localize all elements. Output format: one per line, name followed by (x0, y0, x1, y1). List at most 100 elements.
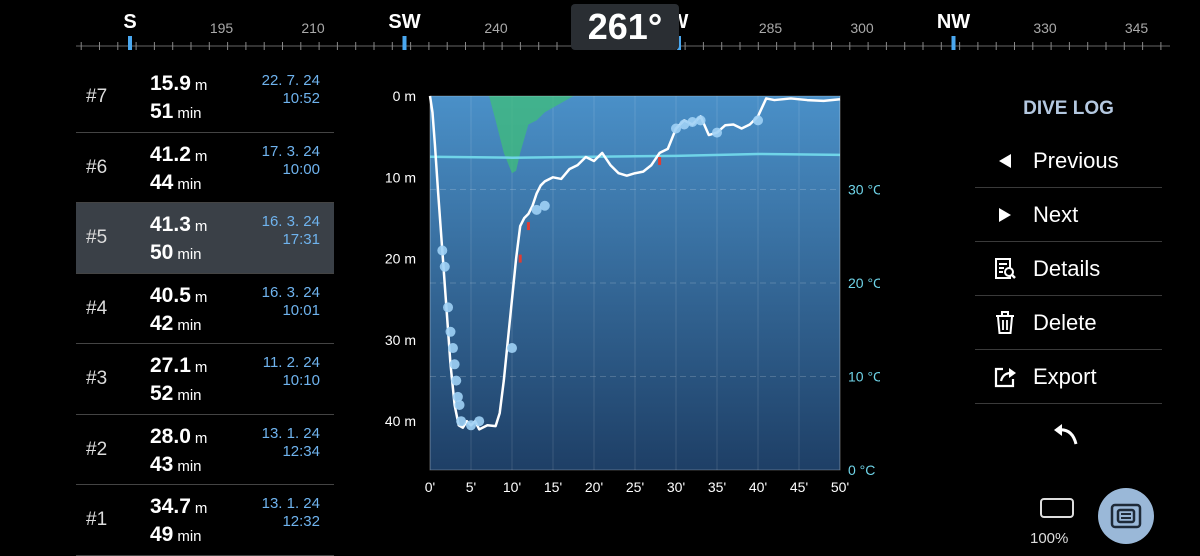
back-button[interactable] (1050, 422, 1082, 450)
duration-unit: min (177, 528, 202, 545)
dive-list-item[interactable]: #4 40.5 m 42 min 16. 3. 24 10:01 (76, 274, 334, 344)
back-arrow-icon (1054, 424, 1078, 445)
depth-marker (679, 119, 690, 130)
depth-marker (753, 115, 763, 126)
details-button[interactable]: Details (975, 242, 1162, 296)
heading-readout: 261° (571, 4, 679, 50)
depth-tick-label: 40 m (385, 413, 416, 429)
dive-number: #3 (86, 368, 108, 389)
depth-value: 41.3 (150, 213, 191, 236)
depth-marker (695, 115, 706, 126)
dive-max-depth: 40.5 m (150, 284, 207, 308)
battery-percent: 100% (1030, 530, 1069, 547)
depth-tick-label: 0 m (393, 88, 416, 104)
depth-value: 27.1 (150, 354, 191, 377)
depth-marker (449, 359, 460, 370)
dive-date: 16. 3. 24 (261, 283, 320, 301)
dive-list-item[interactable]: #7 15.9 m 51 min 22. 7. 24 10:52 (76, 62, 334, 133)
triangle-left-icon (991, 153, 1019, 169)
previous-button[interactable]: Previous (975, 134, 1162, 188)
temperature-line (429, 152, 841, 159)
next-button[interactable]: Next (975, 188, 1162, 242)
temp-tick-label: 20 °C (848, 275, 880, 291)
battery-icon (1040, 498, 1074, 518)
depth-unit: m (194, 288, 208, 306)
dive-list-item[interactable]: #1 34.7 m 49 min 13. 1. 24 12:32 (76, 485, 334, 556)
dive-list-item[interactable]: #3 27.1 m 52 min 11. 2. 24 10:10 (76, 344, 334, 415)
dive-number: #4 (86, 297, 108, 319)
depth-unit: m (194, 429, 208, 447)
duration-value: 42 (150, 311, 174, 335)
dive-clock: 10:52 (282, 90, 320, 107)
dive-clock: 10:00 (282, 160, 320, 178)
depth-tick-label: 10 m (385, 169, 416, 185)
dive-number: #5 (86, 227, 108, 248)
depth-marker (456, 416, 467, 427)
depth-value: 40.5 (150, 283, 191, 307)
compass-degree-label: 195 (210, 20, 234, 36)
x-tick-label: 30' (667, 479, 685, 495)
duration-unit: min (177, 105, 202, 122)
duration-value: 51 (150, 100, 174, 123)
duration-unit: min (177, 316, 202, 334)
dive-max-depth: 28.0 m (150, 425, 207, 449)
duration-value: 52 (150, 382, 174, 405)
dive-profile-chart: 0' 5' 10' 15' 20' 25' 30' 35' 40' 45' 50' 0 m 10 m 20… (360, 80, 883, 515)
duration-unit: min (177, 246, 202, 263)
compass-cardinal-marker (128, 36, 132, 50)
compass-strip: S SW W NW 195 210 240 285 300 330 345 261° (0, 0, 1200, 62)
duration-unit: min (177, 457, 202, 475)
depth-marker (712, 127, 722, 138)
dive-duration: 44 min (150, 171, 202, 195)
temp-tick-label: 10 °C (848, 369, 880, 385)
depth-marker (539, 200, 550, 211)
depth-unit: m (194, 218, 208, 235)
duration-unit: min (177, 175, 202, 193)
dive-max-depth: 34.7 m (150, 495, 207, 519)
delete-button[interactable]: Delete (975, 296, 1162, 350)
dive-list-item[interactable]: #5 41.3 m 50 min 16. 3. 24 17:31 (76, 203, 334, 274)
depth-marker (474, 416, 485, 427)
dive-number: #1 (86, 509, 108, 530)
triangle-right-icon (991, 207, 1019, 223)
compass-cardinal-label: SW (388, 11, 420, 33)
dive-list-item[interactable]: #2 28.0 m 43 min 13. 1. 24 12:34 (76, 415, 334, 485)
dive-date: 13. 1. 24 (261, 424, 320, 442)
x-tick-label: 10' (503, 479, 521, 495)
dive-clock: 10:01 (282, 301, 320, 319)
compass-degree-label: 300 (850, 20, 874, 36)
x-tick-label: 0' (425, 479, 435, 495)
temp-tick-label: 30 °C (848, 182, 880, 198)
dive-date: 13. 1. 24 (261, 495, 320, 512)
previous-label: Previous (1033, 147, 1119, 173)
dive-list-item[interactable]: #6 41.2 m 44 min 17. 3. 24 10:00 (76, 133, 334, 203)
depth-value: 15.9 (150, 72, 191, 95)
x-tick-label: 20' (585, 479, 603, 495)
dive-date: 22. 7. 24 (261, 72, 320, 89)
export-icon (991, 365, 1019, 389)
dive-clock: 10:10 (282, 372, 320, 389)
depth-marker (466, 420, 476, 431)
dive-date: 11. 2. 24 (262, 354, 320, 371)
duration-value: 50 (150, 241, 174, 264)
depth-marker (531, 204, 542, 215)
dive-profile-svg: 0' 5' 10' 15' 20' 25' 30' 35' 40' 45' 50' 0 m 10 m 20… (385, 88, 883, 495)
dive-number: #7 (86, 86, 108, 107)
dive-date: 16. 3. 24 (261, 213, 320, 230)
compass-cardinal-label: S (123, 11, 136, 33)
depth-marker (439, 261, 450, 272)
dive-duration: 49 min (150, 523, 202, 547)
dive-duration: 42 min (150, 312, 202, 336)
dive-list: #7 15.9 m 51 min 22. 7. 24 10:52 #6 41.2 m 44 min 17… (76, 62, 334, 556)
next-label: Next (1033, 201, 1079, 227)
device-button[interactable] (1098, 488, 1154, 544)
export-button[interactable]: Export (975, 350, 1162, 404)
export-label: Export (1033, 363, 1097, 389)
dive-duration: 51 min (150, 100, 202, 124)
dive-max-depth: 27.1 m (150, 354, 207, 378)
duration-value: 43 (150, 452, 174, 476)
duration-unit: min (177, 387, 202, 404)
depth-value: 28.0 (150, 424, 191, 448)
depth-tick-label: 20 m (385, 251, 416, 267)
